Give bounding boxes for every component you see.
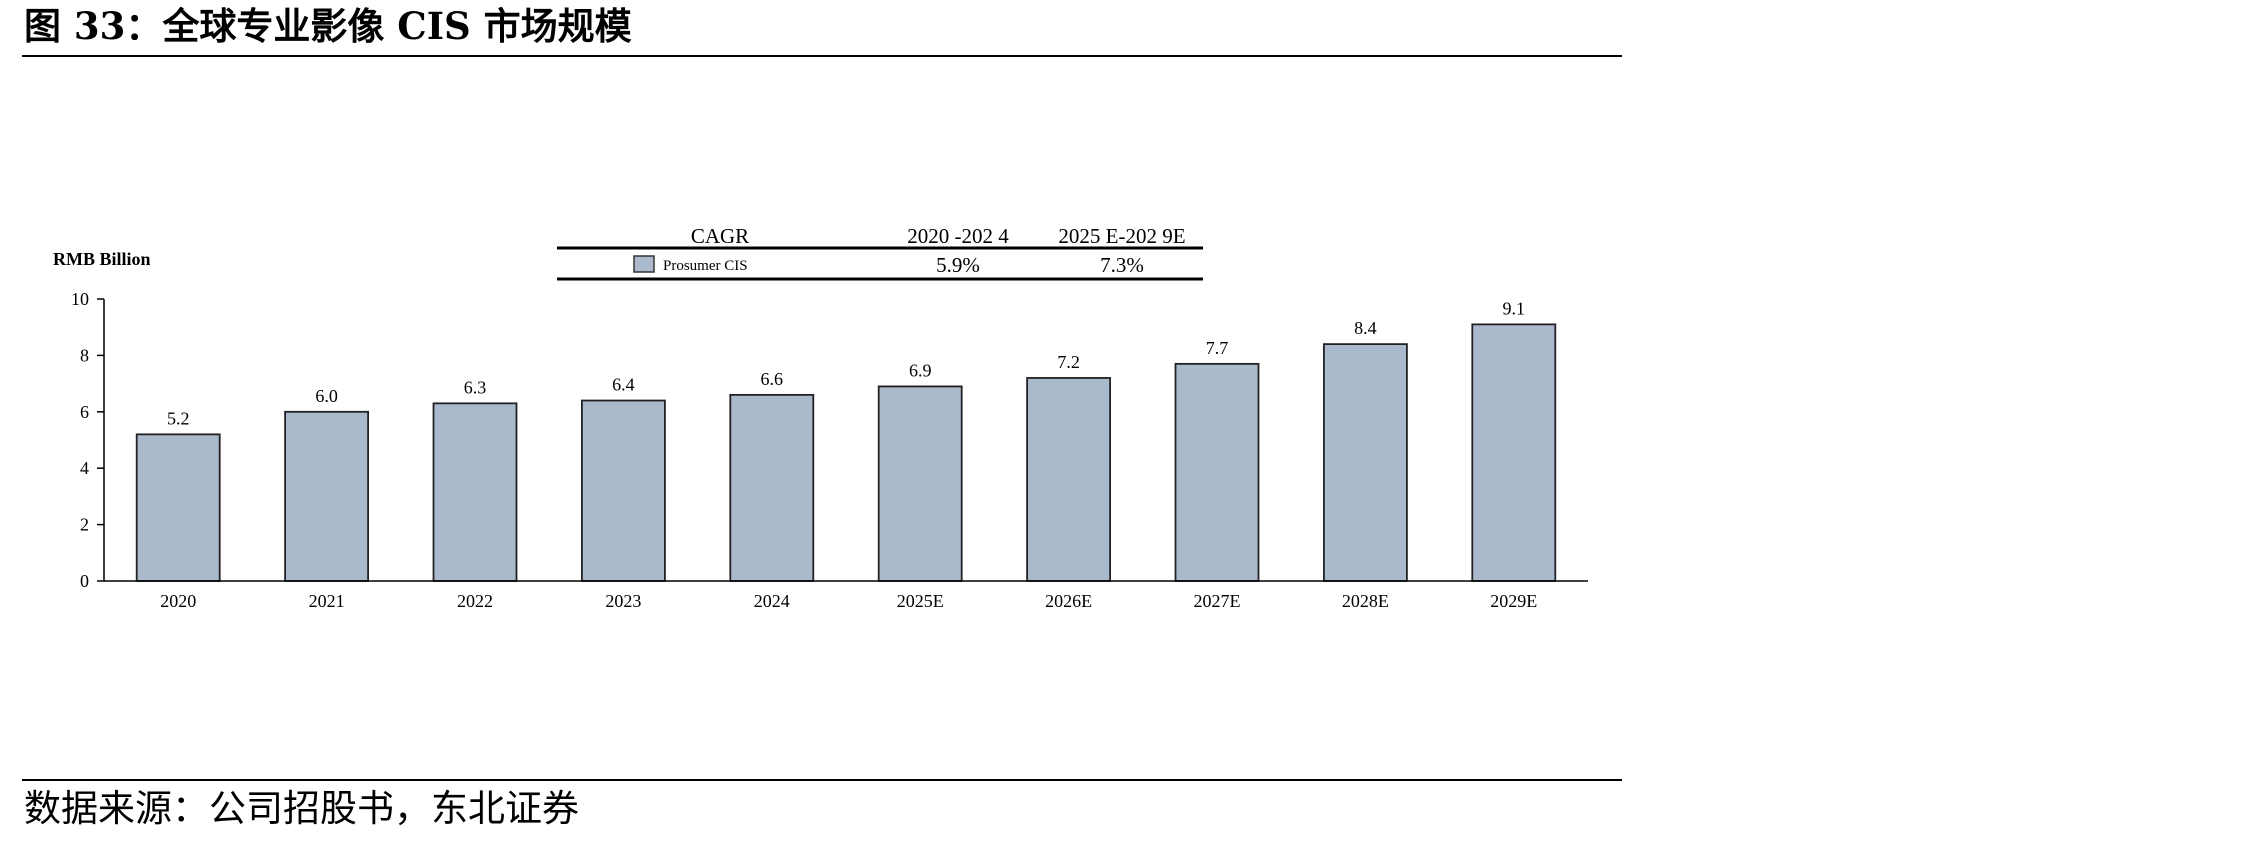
x-tick-label: 2020 bbox=[160, 591, 196, 611]
bar-2024 bbox=[729, 393, 815, 582]
cagr-value-1: 5.9% bbox=[936, 253, 980, 277]
x-axis-ticks: 2020 2021 2022 2023 2024 2025E 2026E 2027E 2028E… bbox=[160, 591, 1537, 611]
y-tick-label: 6 bbox=[80, 402, 89, 422]
bar-2021 bbox=[284, 410, 370, 582]
bar-value-label: 6.4 bbox=[612, 375, 635, 395]
bar-value-label: 7.2 bbox=[1057, 352, 1080, 372]
source-rule bbox=[22, 779, 1622, 781]
y-tick-label: 2 bbox=[80, 515, 89, 535]
bar-value-label: 9.1 bbox=[1503, 298, 1526, 318]
y-axis-label: RMB Billion bbox=[53, 249, 151, 269]
bar-value-label: 8.4 bbox=[1354, 318, 1377, 338]
bar-value-labels: 5.2 6.0 6.3 6.4 6.6 6.9 7.2 7.7 8.4 9.1 bbox=[167, 298, 1525, 428]
bar-2025e bbox=[877, 385, 963, 582]
bar-value-label: 6.9 bbox=[909, 360, 932, 380]
x-tick-label: 2029E bbox=[1490, 591, 1537, 611]
bar-2027e bbox=[1174, 362, 1260, 582]
cagr-period-1-header: 2020 -202 4 bbox=[907, 224, 1009, 248]
title-rule bbox=[22, 55, 1622, 57]
cagr-header-label: CAGR bbox=[691, 224, 749, 248]
bar-2029e bbox=[1471, 323, 1557, 582]
x-tick-label: 2026E bbox=[1045, 591, 1092, 611]
bar-2026e bbox=[1026, 377, 1111, 582]
bar-value-label: 6.0 bbox=[315, 386, 338, 406]
prosumer-cis-legend-label: Prosumer CIS bbox=[663, 258, 748, 274]
bar-value-label: 7.7 bbox=[1206, 338, 1229, 358]
y-tick-label: 8 bbox=[80, 345, 89, 365]
bar-2023 bbox=[581, 399, 666, 582]
y-tick-label: 4 bbox=[80, 458, 89, 478]
x-tick-label: 2023 bbox=[605, 591, 641, 611]
figure-title: 图 33：全球专业影像 CIS 市场规模 bbox=[24, 4, 632, 48]
y-tick-label: 0 bbox=[80, 571, 89, 591]
y-axis-ticks: 0 2 4 6 8 10 bbox=[71, 289, 104, 591]
x-tick-label: 2025E bbox=[897, 591, 944, 611]
x-tick-label: 2024 bbox=[754, 591, 790, 611]
cagr-period-2-header: 2025 E-202 9E bbox=[1058, 224, 1185, 248]
x-tick-label: 2028E bbox=[1342, 591, 1389, 611]
bar-2028e bbox=[1323, 343, 1408, 582]
cagr-legend-table: CAGR 2020 -202 4 2025 E-202 9E Prosumer … bbox=[557, 224, 1203, 281]
x-tick-label: 2021 bbox=[309, 591, 345, 611]
x-tick-label: 2022 bbox=[457, 591, 493, 611]
bar-value-label: 6.3 bbox=[464, 377, 487, 397]
cagr-value-2: 7.3% bbox=[1100, 253, 1144, 277]
bar-2020 bbox=[135, 433, 221, 582]
bar-value-label: 6.6 bbox=[761, 369, 784, 389]
prosumer-cis-legend-swatch bbox=[633, 255, 655, 273]
x-tick-label: 2027E bbox=[1194, 591, 1241, 611]
bar-2022 bbox=[432, 402, 518, 582]
bar-value-label: 5.2 bbox=[167, 408, 190, 428]
source-note: 数据来源：公司招股书，东北证券 bbox=[24, 787, 579, 830]
y-tick-label: 10 bbox=[71, 289, 89, 309]
bar-series-prosumer-cis bbox=[135, 323, 1557, 582]
